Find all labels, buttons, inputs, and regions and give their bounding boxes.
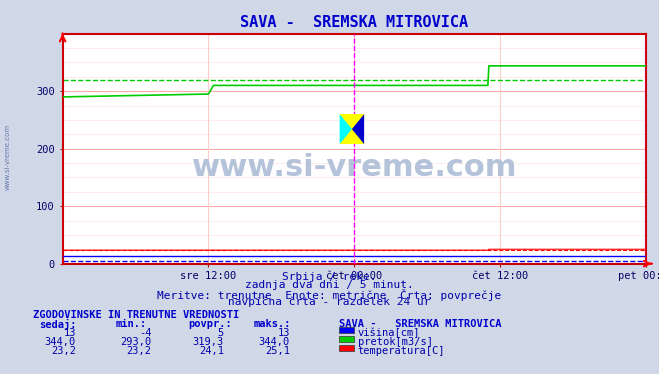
- Text: sedaj:: sedaj:: [40, 319, 77, 329]
- Text: Meritve: trenutne  Enote: metrične  Črta: povprečje: Meritve: trenutne Enote: metrične Črta: …: [158, 289, 501, 301]
- Text: temperatura[C]: temperatura[C]: [358, 346, 445, 356]
- Text: Srbija / reke.: Srbija / reke.: [282, 272, 377, 282]
- Text: 24,1: 24,1: [199, 346, 224, 356]
- Title: SAVA -  SREMSKA MITROVICA: SAVA - SREMSKA MITROVICA: [240, 15, 469, 30]
- Text: www.si-vreme.com: www.si-vreme.com: [192, 153, 517, 181]
- Text: 344,0: 344,0: [45, 337, 76, 347]
- Text: pretok[m3/s]: pretok[m3/s]: [358, 337, 433, 347]
- Text: 23,2: 23,2: [127, 346, 152, 356]
- Text: 13: 13: [277, 328, 290, 338]
- Text: povpr.:: povpr.:: [188, 319, 231, 329]
- Text: 13: 13: [63, 328, 76, 338]
- Text: maks.:: maks.:: [254, 319, 291, 329]
- Text: zadnja dva dni / 5 minut.: zadnja dva dni / 5 minut.: [245, 280, 414, 290]
- Polygon shape: [352, 114, 364, 144]
- Text: 5: 5: [218, 328, 224, 338]
- Text: 344,0: 344,0: [259, 337, 290, 347]
- Text: -4: -4: [139, 328, 152, 338]
- Text: višina[cm]: višina[cm]: [358, 328, 420, 338]
- Text: 25,1: 25,1: [265, 346, 290, 356]
- Text: 293,0: 293,0: [121, 337, 152, 347]
- Text: ZGODOVINSKE IN TRENUTNE VREDNOSTI: ZGODOVINSKE IN TRENUTNE VREDNOSTI: [33, 310, 239, 320]
- Text: SAVA -   SREMSKA MITROVICA: SAVA - SREMSKA MITROVICA: [339, 319, 502, 329]
- Text: 23,2: 23,2: [51, 346, 76, 356]
- Text: min.:: min.:: [115, 319, 146, 329]
- Polygon shape: [339, 114, 352, 144]
- FancyBboxPatch shape: [339, 114, 364, 144]
- Text: 319,3: 319,3: [193, 337, 224, 347]
- Text: navpična črta - razdelek 24 ur: navpična črta - razdelek 24 ur: [228, 297, 431, 307]
- Text: www.si-vreme.com: www.si-vreme.com: [5, 124, 11, 190]
